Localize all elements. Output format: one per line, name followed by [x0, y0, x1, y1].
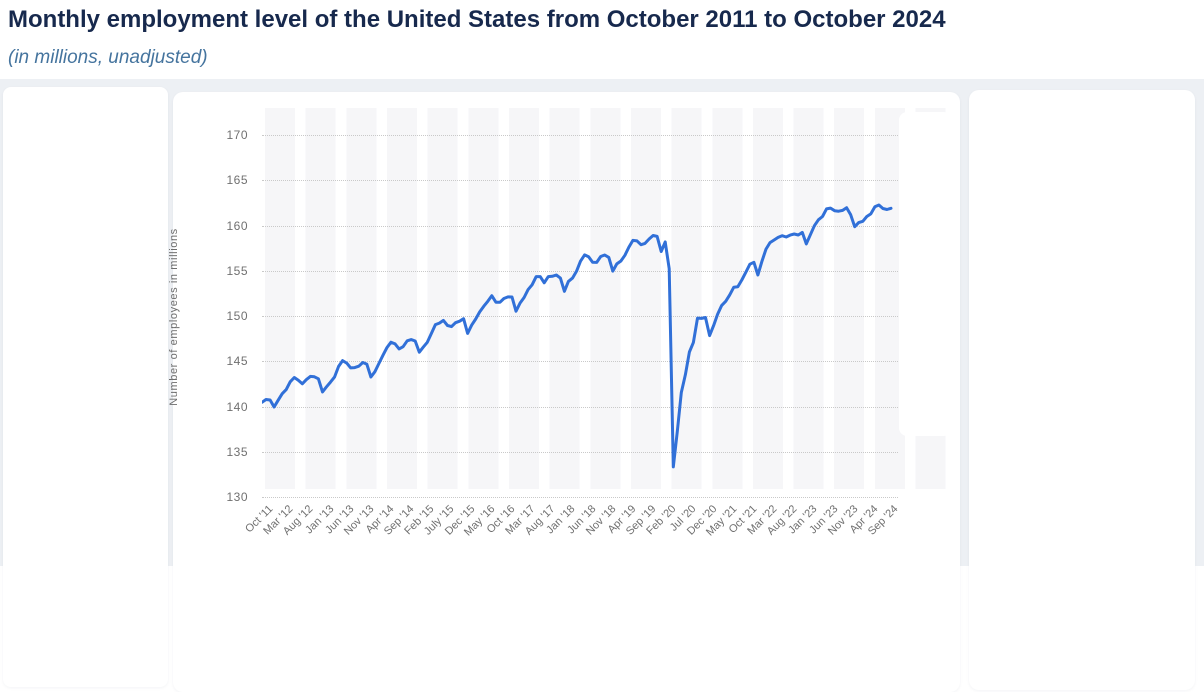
y-tick-label: 160	[226, 218, 248, 233]
content-area: Number of employees in millions 130 135 14…	[0, 79, 1204, 692]
y-tick-label: 150	[226, 309, 248, 323]
y-tick-label: 170	[226, 128, 248, 142]
overlay-panel	[899, 112, 951, 436]
grid-line	[262, 406, 898, 408]
grid-line	[262, 451, 898, 453]
grid-line	[262, 180, 898, 182]
y-tick-label: 140	[226, 399, 248, 414]
plot-stripes	[262, 108, 952, 489]
page-title: Monthly employment level of the United S…	[8, 6, 946, 33]
grid-line	[262, 135, 898, 136]
grid-line	[262, 497, 898, 498]
right-panel	[969, 90, 1195, 690]
grid-line	[262, 316, 898, 317]
grid-line	[262, 361, 898, 363]
page-subtitle: (in millions, unadjusted)	[8, 47, 208, 68]
grid-line	[262, 270, 898, 272]
left-panel	[3, 87, 168, 687]
y-tick-label: 130	[226, 490, 248, 504]
y-tick-label: 135	[226, 444, 248, 459]
y-grid: 130 135 140 145 150 155 160 165 170	[226, 128, 898, 504]
x-axis-labels: Oct '11 Mar '12 Aug '12 Jan '13 Jun '13 Nov '…	[243, 503, 962, 573]
grid-line	[262, 225, 898, 227]
y-tick-label: 165	[226, 173, 248, 188]
y-tick-label: 145	[226, 354, 248, 369]
y-axis-title: Number of employees in millions	[168, 228, 180, 406]
employment-series-path[interactable]	[262, 203, 893, 469]
employment-line-chart[interactable]	[262, 135, 898, 497]
chart-card: Number of employees in millions 130 135 14…	[168, 92, 962, 692]
y-tick-label: 155	[226, 263, 248, 278]
